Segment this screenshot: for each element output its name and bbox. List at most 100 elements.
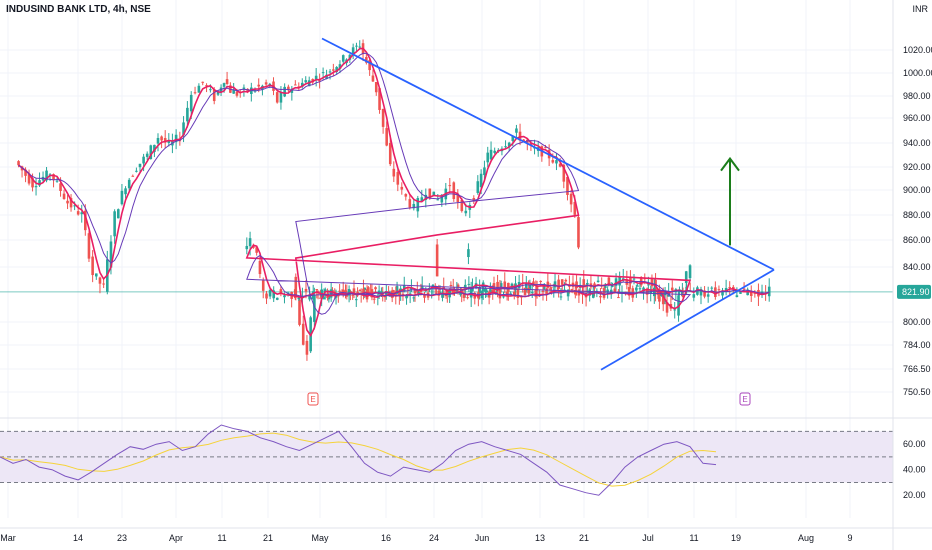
candle-body — [472, 198, 476, 202]
candle-body — [355, 45, 358, 47]
candle-body — [527, 288, 530, 294]
candle-body — [69, 197, 73, 208]
arrow-up-head — [720, 156, 740, 172]
candle-body — [34, 186, 38, 188]
candle-body — [455, 290, 459, 292]
candle-body — [573, 201, 577, 215]
candle-body — [297, 86, 301, 88]
candle-body — [486, 152, 490, 163]
candle-body — [255, 247, 258, 253]
candle-body — [412, 203, 416, 209]
candle-body — [209, 89, 212, 91]
candle-body — [539, 280, 542, 282]
candle-body — [394, 294, 398, 296]
candle-body — [279, 92, 283, 103]
rsi-axis-tick: 20.00 — [903, 490, 926, 500]
candle-body — [62, 193, 66, 200]
candle-body — [550, 287, 553, 289]
candle-body — [511, 136, 515, 141]
last-price-tag — [897, 284, 931, 299]
candle-body — [599, 295, 602, 298]
candle-body — [570, 289, 574, 291]
price-axis-tick: 880.00 — [903, 210, 931, 220]
candle-body — [512, 291, 516, 297]
candle-body — [467, 283, 471, 285]
candle-body — [17, 161, 20, 166]
candle-body — [258, 260, 262, 275]
candle-body — [205, 85, 208, 87]
candle-body — [338, 64, 342, 69]
candle-body — [351, 47, 355, 55]
price-axis-tick: 980.00 — [903, 91, 931, 101]
candle-body — [681, 294, 685, 298]
candle-body — [459, 293, 462, 295]
candle-body — [617, 297, 620, 299]
candle-body — [344, 290, 347, 292]
candle-body — [76, 211, 80, 215]
time-axis-tick: 19 — [731, 533, 741, 543]
candle-body — [362, 288, 365, 296]
candle-body — [440, 194, 444, 203]
candle-body — [541, 290, 545, 293]
rsi-moving-average — [0, 432, 717, 487]
candle-body — [142, 156, 145, 164]
candle-body — [374, 81, 378, 93]
candle-body — [84, 210, 87, 231]
price-axis-tick: 800.00 — [903, 317, 931, 327]
price-axis-tick: 840.00 — [903, 262, 931, 272]
candle-body — [562, 164, 566, 182]
candle-body — [417, 291, 420, 294]
candle-body — [252, 246, 255, 248]
candle-body — [665, 302, 669, 313]
price-axis-tick: 784.00 — [903, 340, 931, 350]
candle-body — [446, 290, 449, 294]
candle-body — [225, 79, 229, 85]
candle-body — [153, 144, 156, 153]
candle-body — [186, 107, 189, 122]
candle-body — [452, 182, 456, 200]
price-axis-tick: 920.00 — [903, 162, 931, 172]
candle-body — [684, 271, 688, 283]
candle-body — [304, 80, 308, 83]
time-axis-tick: 14 — [73, 533, 83, 543]
candle-body — [638, 288, 642, 290]
candle-body — [498, 287, 502, 299]
candle-body — [392, 168, 396, 177]
candle-body — [52, 174, 55, 180]
candle-body — [245, 245, 249, 250]
price-axis-tick: 860.00 — [903, 235, 931, 245]
price-axis-tick: 960.00 — [903, 113, 931, 123]
candle-body — [131, 175, 135, 177]
candle-body — [495, 293, 498, 295]
candle-body — [365, 57, 368, 63]
price-axis-tick: 1020.00 — [903, 45, 932, 55]
earnings-marker — [739, 392, 751, 406]
candle-body — [636, 285, 639, 287]
candle-body — [374, 287, 377, 290]
price-axis-tick: 940.00 — [903, 138, 931, 148]
earnings-marker-label: E — [310, 395, 315, 404]
candle-body — [31, 178, 34, 188]
candle-body — [113, 211, 116, 237]
candle-body — [24, 169, 27, 176]
candle-body — [753, 293, 757, 295]
candle-body — [124, 188, 127, 195]
candle-body — [66, 200, 69, 204]
candle-body — [525, 283, 528, 291]
candle-body — [564, 279, 568, 282]
candle-body — [242, 87, 246, 90]
candle-body — [515, 128, 518, 133]
candle-body — [332, 69, 335, 71]
candle-body — [160, 136, 163, 141]
candle-body — [275, 297, 279, 300]
candle-body — [767, 286, 771, 297]
candle-body — [102, 283, 105, 285]
candle-body — [321, 72, 325, 74]
candle-body — [534, 289, 538, 297]
candle-body — [483, 167, 486, 176]
candle-body — [721, 290, 724, 296]
candle-body — [611, 285, 614, 287]
candle-body — [378, 88, 381, 110]
candle-body — [551, 160, 555, 163]
